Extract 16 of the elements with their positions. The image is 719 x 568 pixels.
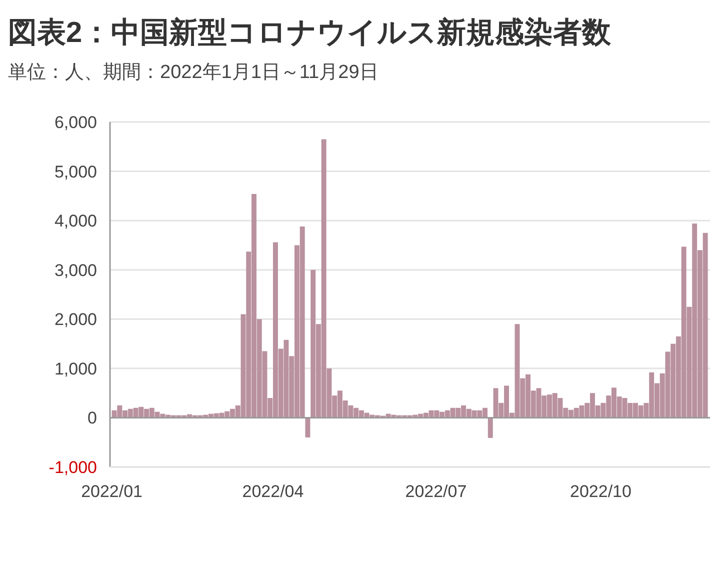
y-tick-label: 3,000 xyxy=(54,260,97,280)
y-tick-label: 1,000 xyxy=(54,359,97,378)
chart-title: 図表2：中国新型コロナウイルス新規感染者数 xyxy=(8,16,612,49)
x-tick-label: 2022/07 xyxy=(405,482,467,501)
x-tick-label: 2022/04 xyxy=(242,482,304,501)
y-tick-label: 4,000 xyxy=(54,212,97,231)
x-tick-label: 2022/01 xyxy=(81,482,143,501)
x-tick-label: 2022/10 xyxy=(570,482,632,501)
y-tick-label: 2,000 xyxy=(54,310,97,330)
y-tick-label: 5,000 xyxy=(54,162,97,182)
bar xyxy=(305,418,310,438)
chart-subtitle: 単位：人、期間：2022年1月1日～11月29日 xyxy=(8,62,378,83)
y-tick-label: -1,000 xyxy=(48,458,97,477)
y-tick-label: 0 xyxy=(88,408,97,428)
y-tick-label: 6,000 xyxy=(54,113,97,132)
bar xyxy=(488,418,493,438)
